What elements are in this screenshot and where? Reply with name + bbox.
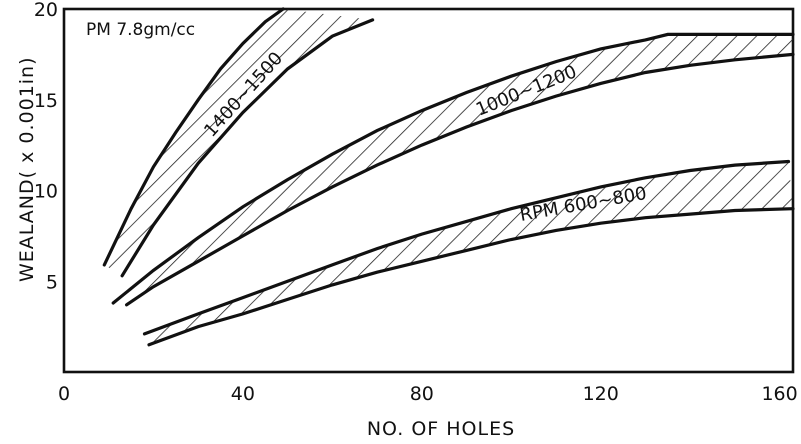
x-axis-title: NO. OF HOLES: [367, 418, 515, 440]
x-tick-label: 40: [231, 383, 255, 405]
x-tick-label: 80: [410, 383, 434, 405]
x-tick-label: 0: [58, 383, 70, 405]
density-annotation: PM 7.8gm/cc: [86, 20, 195, 40]
bands-layer: [104, 9, 793, 345]
x-tick-label: 120: [583, 383, 619, 405]
y-tick-label: 20: [34, 0, 58, 21]
y-axis-title: WEALAND( x 0.001in): [16, 56, 38, 282]
y-tick-label: 5: [46, 271, 58, 293]
x-tick-labels: 0 40 80 120 160: [58, 383, 798, 405]
band-hatch-600-800: [145, 162, 794, 345]
x-tick-label: 160: [761, 383, 797, 405]
